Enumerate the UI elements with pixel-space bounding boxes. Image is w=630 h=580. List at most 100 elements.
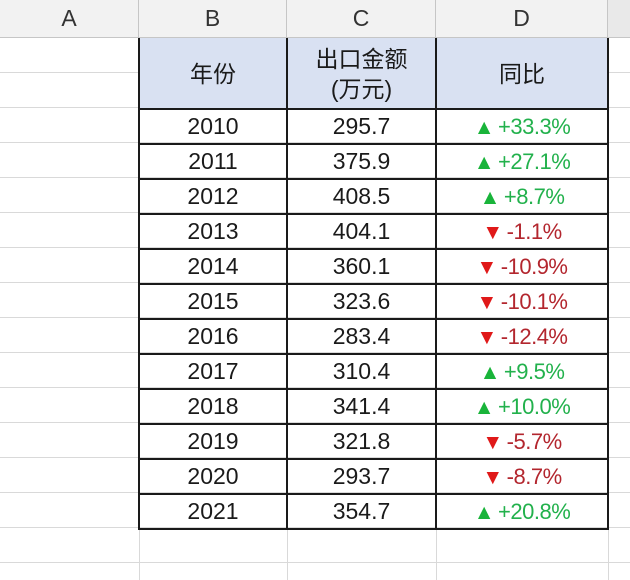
yoy-change: ▲ +9.5% (480, 359, 565, 385)
yoy-change: ▼ -10.1% (476, 288, 568, 315)
column-header-e[interactable] (608, 0, 630, 38)
yoy-value: -1.1% (506, 218, 562, 244)
table-border-horizontal (138, 528, 609, 530)
yoy-value: +10.0% (498, 393, 571, 419)
year-value: 2021 (187, 498, 239, 524)
yoy-cell[interactable]: ▼ -12.4% (436, 319, 608, 354)
year-cell[interactable]: 2020 (139, 459, 287, 494)
year-value: 2020 (187, 463, 239, 489)
year-cell[interactable]: 2019 (139, 424, 287, 459)
yoy-change: ▲ +27.1% (474, 149, 571, 175)
triangle-down-icon: ▼ (482, 465, 503, 489)
amount-value: 404.1 (332, 218, 391, 244)
amount-cell[interactable]: 360.1 (287, 249, 436, 284)
header-cell-yoy[interactable]: 同比 (436, 38, 608, 109)
yoy-cell[interactable]: ▼ -8.7% (436, 459, 608, 494)
yoy-value: -12.4% (500, 323, 568, 349)
triangle-up-icon: ▲ (479, 360, 501, 384)
amount-cell[interactable]: 321.8 (287, 424, 436, 459)
yoy-cell[interactable]: ▲ +20.8% (436, 494, 608, 529)
yoy-cell[interactable]: ▼ -1.1% (436, 214, 608, 249)
year-value: 2018 (187, 393, 239, 419)
triangle-up-icon: ▲ (473, 500, 495, 524)
amount-value: 293.7 (332, 463, 391, 489)
yoy-cell[interactable]: ▲ +8.7% (436, 179, 608, 214)
amount-cell[interactable]: 341.4 (287, 389, 436, 424)
yoy-cell[interactable]: ▲ +10.0% (436, 389, 608, 424)
table-border-horizontal (138, 248, 609, 250)
year-cell[interactable]: 2018 (139, 389, 287, 424)
column-header-a[interactable]: A (0, 0, 139, 38)
header-cell-amount[interactable]: 出口金额 (万元) (287, 38, 436, 109)
yoy-value: +27.1% (498, 148, 571, 174)
year-cell[interactable]: 2016 (139, 319, 287, 354)
yoy-cell[interactable]: ▼ -5.7% (436, 424, 608, 459)
triangle-down-icon: ▼ (476, 290, 497, 314)
year-value: 2010 (187, 113, 239, 139)
year-cell[interactable]: 2017 (139, 354, 287, 389)
year-value: 2015 (187, 288, 239, 314)
table-border-horizontal (138, 353, 609, 355)
year-cell[interactable]: 2011 (139, 144, 287, 179)
yoy-cell[interactable]: ▲ +27.1% (436, 144, 608, 179)
column-header-label: B (204, 5, 221, 31)
year-value: 2016 (187, 323, 239, 349)
header-amount-label: 出口金额 (315, 45, 408, 72)
amount-cell[interactable]: 293.7 (287, 459, 436, 494)
amount-cell[interactable]: 283.4 (287, 319, 436, 354)
amount-cell[interactable]: 375.9 (287, 144, 436, 179)
header-year-label: 年份 (190, 60, 236, 87)
yoy-cell[interactable]: ▲ +9.5% (436, 354, 608, 389)
yoy-change: ▼ -12.4% (476, 323, 568, 350)
year-cell[interactable]: 2021 (139, 494, 287, 529)
yoy-cell[interactable]: ▼ -10.9% (436, 249, 608, 284)
table-border-horizontal (138, 213, 609, 215)
amount-cell[interactable]: 295.7 (287, 109, 436, 144)
amount-cell[interactable]: 408.5 (287, 179, 436, 214)
header-cell-year[interactable]: 年份 (139, 38, 287, 109)
grid-line-horizontal (0, 527, 630, 528)
grid-line-horizontal (0, 387, 630, 388)
year-value: 2017 (187, 358, 239, 384)
header-yoy-label: 同比 (499, 60, 545, 87)
year-value: 2011 (188, 148, 238, 174)
table-border-horizontal (138, 108, 609, 110)
amount-value: 354.7 (332, 498, 391, 524)
amount-value: 310.4 (332, 358, 391, 384)
column-header-c[interactable]: C (287, 0, 436, 38)
yoy-value: -10.1% (500, 288, 568, 314)
grid-line-horizontal (0, 352, 630, 353)
table-border-horizontal (138, 178, 609, 180)
yoy-change: ▼ -10.9% (476, 253, 568, 280)
amount-cell[interactable]: 323.6 (287, 284, 436, 319)
yoy-value: +9.5% (503, 358, 565, 384)
year-value: 2013 (187, 218, 239, 244)
column-header-b[interactable]: B (139, 0, 287, 38)
grid-line-horizontal (0, 212, 630, 213)
grid-line-horizontal (0, 142, 630, 143)
amount-cell[interactable]: 354.7 (287, 494, 436, 529)
amount-cell[interactable]: 404.1 (287, 214, 436, 249)
column-header-label: C (352, 5, 370, 31)
yoy-value: -5.7% (506, 428, 562, 454)
table-border-horizontal (138, 458, 609, 460)
grid-line-horizontal (0, 422, 630, 423)
year-cell[interactable]: 2012 (139, 179, 287, 214)
amount-value: 408.5 (332, 183, 391, 209)
yoy-change: ▲ +10.0% (474, 394, 571, 420)
yoy-value: +20.8% (498, 498, 571, 524)
year-cell[interactable]: 2010 (139, 109, 287, 144)
yoy-value: -8.7% (506, 463, 562, 489)
amount-cell[interactable]: 310.4 (287, 354, 436, 389)
yoy-value: -10.9% (500, 253, 568, 279)
year-cell[interactable]: 2015 (139, 284, 287, 319)
yoy-cell[interactable]: ▼ -10.1% (436, 284, 608, 319)
grid-line-horizontal (0, 562, 630, 563)
column-header-d[interactable]: D (436, 0, 608, 38)
yoy-value: +8.7% (503, 183, 565, 209)
amount-value: 375.9 (332, 148, 391, 174)
yoy-cell[interactable]: ▲ +33.3% (436, 109, 608, 144)
year-cell[interactable]: 2014 (139, 249, 287, 284)
year-value: 2012 (187, 183, 239, 209)
year-cell[interactable]: 2013 (139, 214, 287, 249)
